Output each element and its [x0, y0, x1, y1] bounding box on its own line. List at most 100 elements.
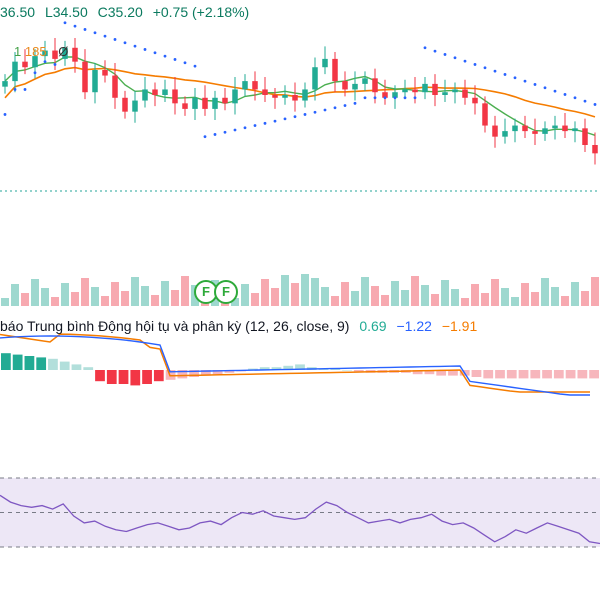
macd-hist-bar	[36, 357, 47, 370]
sar-dot	[333, 106, 337, 110]
ma-legend: 1 185 Ø	[14, 44, 68, 59]
volume-bar	[441, 280, 449, 306]
volume-bar	[91, 287, 99, 306]
volume-bar	[41, 288, 49, 306]
candle-body	[282, 95, 288, 98]
macd-hist-bar	[577, 370, 588, 379]
macd-hist-bar	[553, 370, 564, 379]
volume-bar	[271, 288, 279, 306]
macd-hist-bar	[224, 370, 235, 373]
macd-hist-bar	[24, 356, 35, 370]
candle-body	[112, 75, 118, 98]
volume-bar	[171, 290, 179, 306]
macd-hist-bar	[153, 370, 164, 382]
sar-dot	[443, 53, 447, 56]
macd-signal-line	[0, 333, 590, 393]
candle-body	[212, 97, 218, 109]
volume-pane	[1, 274, 599, 306]
candle-body	[242, 81, 248, 90]
macd-hist-bar	[283, 365, 294, 370]
candle-body	[462, 89, 468, 98]
candle-body	[572, 128, 578, 132]
candle-body	[372, 78, 378, 93]
volume-bar	[181, 276, 189, 306]
candle-body	[252, 81, 258, 90]
sar-dot	[353, 101, 357, 105]
sar-dot	[43, 60, 47, 64]
sar-dot	[463, 59, 467, 63]
sar-dot	[3, 113, 7, 116]
sar-dot	[63, 21, 67, 25]
volume-bar	[451, 289, 459, 306]
candle-body	[172, 89, 178, 104]
volume-bar	[11, 284, 19, 306]
sar-dot	[423, 46, 427, 50]
macd-legend[interactable]: báo Trung bình Động hội tụ và phân kỳ (1…	[0, 318, 477, 334]
volume-bar	[461, 298, 469, 306]
candle-body	[12, 61, 18, 82]
sar-dot	[543, 86, 547, 90]
candle-body	[222, 97, 228, 104]
sar-dot	[153, 51, 157, 55]
macd-signal-value: −1.91	[441, 318, 478, 334]
candle-body	[62, 47, 68, 59]
sar-dot	[73, 24, 77, 28]
macd-hist-bar	[118, 370, 129, 384]
volume-bar	[311, 278, 319, 306]
candle-body	[272, 95, 278, 98]
event-marker-f2[interactable]: F	[214, 280, 238, 304]
volume-bar	[561, 296, 569, 306]
sar-dot	[503, 73, 507, 76]
macd-hist-bar	[95, 370, 105, 382]
volume-bar	[331, 296, 339, 306]
candle-body	[592, 145, 598, 154]
macd-hist-bar	[12, 354, 23, 370]
candle-body	[562, 125, 568, 132]
candle-body	[132, 100, 138, 112]
macd-hist-bar	[424, 370, 435, 375]
volume-bar	[491, 279, 499, 306]
candle-body	[82, 61, 88, 93]
candle-body	[332, 58, 338, 82]
sar-dot	[403, 96, 407, 100]
volume-bar	[391, 281, 399, 306]
volume-bar	[481, 293, 489, 306]
macd-hist-bar	[436, 370, 447, 376]
sar-dot	[233, 128, 237, 132]
candle-body	[352, 83, 358, 90]
volume-bar	[471, 284, 479, 306]
sar-dot	[13, 88, 17, 91]
macd-hist-bar	[142, 370, 152, 384]
volume-bar	[371, 286, 379, 306]
macd-hist-bar	[330, 368, 341, 370]
macd-hist-bar	[59, 361, 70, 370]
sar-dot	[53, 63, 57, 66]
volume-bar	[531, 292, 539, 306]
sar-dot	[513, 76, 517, 80]
sar-dot	[223, 130, 227, 134]
sar-dot	[583, 99, 587, 103]
volume-bar	[101, 296, 109, 306]
candle-body	[162, 89, 168, 95]
candle-body	[472, 97, 478, 104]
macd-hist-bar	[495, 370, 505, 379]
sar-dot	[383, 96, 387, 100]
macd-hist-bar	[353, 370, 364, 372]
macd-hist-bar	[471, 370, 482, 377]
volume-bar	[321, 287, 329, 306]
sar-dot	[203, 135, 207, 139]
macd-line-value: −1.22	[396, 318, 432, 334]
volume-bar	[71, 292, 79, 306]
sar-dot	[373, 96, 377, 100]
candle-body	[192, 97, 198, 109]
candle-body	[522, 125, 528, 132]
sar-dot	[263, 121, 267, 125]
volume-bar	[231, 298, 239, 306]
candle-body	[432, 83, 438, 95]
macd-hist-bar	[448, 370, 458, 376]
volume-bar	[521, 283, 529, 306]
macd-hist-bar	[518, 370, 529, 379]
sar-dot	[473, 63, 477, 66]
sar-dot	[343, 104, 347, 107]
volume-bar	[431, 294, 439, 306]
